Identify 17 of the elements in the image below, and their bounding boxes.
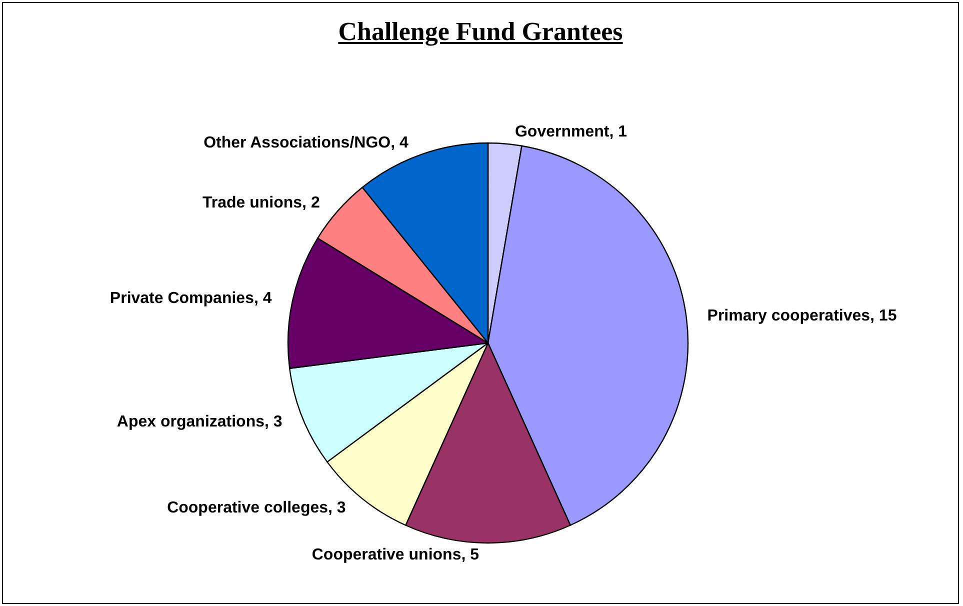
data-label: , 2 xyxy=(302,194,320,212)
slice-label: Cooperative colleges xyxy=(167,499,328,516)
data-label: , 4 xyxy=(390,134,408,152)
data-label: , 5 xyxy=(461,546,480,564)
data-label: , 3 xyxy=(328,499,346,516)
slice-label: Other Associations/NGO xyxy=(204,134,391,152)
slice-label: Trade unions xyxy=(202,194,302,212)
slice-label: Apex organizations xyxy=(116,414,265,431)
data-label: , 1 xyxy=(609,123,628,140)
slice-label: Primary cooperatives xyxy=(707,308,870,325)
data-label: , 4 xyxy=(254,290,272,307)
chart-title: Challenge Fund Grantees xyxy=(337,17,624,47)
slice-label: Cooperative unions xyxy=(312,546,462,564)
slice-label: Government xyxy=(514,123,610,140)
slice-label: Private Companies xyxy=(110,290,254,307)
data-label: , 15 xyxy=(870,308,897,325)
data-label: , 3 xyxy=(264,414,282,431)
